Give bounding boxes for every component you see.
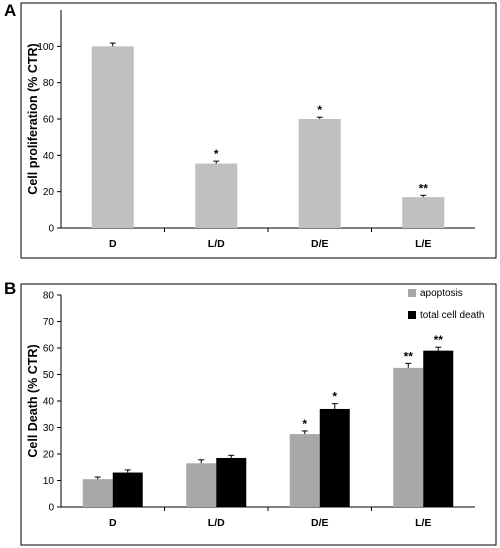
chart-b-y-tick-label: 60: [43, 344, 55, 355]
chart-b-x-tick-label: L/D: [208, 517, 225, 529]
chart-b-x-tick-label: D: [109, 517, 117, 529]
chart-b-significance-mark: **: [434, 333, 444, 347]
chart-b-y-tick-label: 80: [43, 291, 55, 302]
chart-b-y-axis-label: Cell Death (% CTR): [26, 344, 40, 457]
chart-a-bar: [298, 119, 341, 228]
chart-b-bar: [186, 463, 217, 507]
panel-a-label: A: [4, 1, 17, 20]
chart-b-y-tick-label: 0: [48, 503, 54, 514]
chart-b-significance-mark: *: [302, 417, 307, 431]
chart-b-y-tick-label: 10: [43, 476, 55, 487]
chart-a-x-tick-label: D: [109, 238, 117, 250]
chart-a-significance-mark: *: [317, 103, 322, 117]
chart-a-y-tick-label: 0: [48, 224, 54, 235]
chart-a-x-tick-label: L/E: [415, 238, 431, 250]
chart-b-significance-mark: *: [332, 390, 337, 404]
chart-b-bar: [289, 434, 320, 507]
chart-b-legend-swatch: [408, 311, 416, 319]
chart-b-y-tick-label: 40: [43, 397, 55, 408]
chart-a-bar: [402, 197, 445, 228]
chart-a-x-tick-label: D/E: [311, 238, 329, 250]
chart-b-y-tick-label: 30: [43, 423, 55, 434]
chart-b-legend-label: total cell death: [420, 310, 485, 321]
chart-a-significance-mark: *: [214, 147, 219, 161]
chart-b-y-tick-label: 70: [43, 317, 55, 328]
chart-b-bar: [216, 457, 247, 507]
chart-a-y-tick-label: 40: [43, 151, 55, 162]
chart-a-significance-mark: **: [419, 181, 429, 195]
chart-b-legend-label: apoptosis: [420, 288, 463, 299]
chart-b-bar: [393, 367, 424, 507]
chart-b-y-tick-label: 20: [43, 450, 55, 461]
chart-a-y-tick-label: 100: [37, 42, 54, 53]
chart-a-y-axis-label: Cell proliferation (% CTR): [26, 43, 40, 194]
chart-b-significance-mark: **: [404, 349, 414, 363]
chart-a-y-tick-label: 20: [43, 187, 55, 198]
chart-b-bar: [319, 408, 350, 507]
chart-a-bar: [195, 163, 238, 228]
chart-b-y-tick-label: 50: [43, 370, 55, 381]
panel-b-label: B: [4, 279, 17, 298]
chart-b-legend-swatch: [408, 289, 416, 297]
chart-a-y-tick-label: 80: [43, 78, 55, 89]
chart-b-bar: [82, 479, 113, 507]
chart-b-bar: [423, 350, 454, 507]
chart-a-x-tick-label: L/D: [208, 238, 225, 250]
chart-b-x-tick-label: L/E: [415, 517, 431, 529]
chart-b-x-tick-label: D/E: [311, 517, 329, 529]
panel-a-frame: [20, 2, 497, 259]
chart-a-y-tick-label: 60: [43, 115, 55, 126]
panel-b-frame: [20, 283, 497, 546]
chart-b-bar: [112, 472, 143, 507]
chart-a-bar: [91, 46, 134, 229]
